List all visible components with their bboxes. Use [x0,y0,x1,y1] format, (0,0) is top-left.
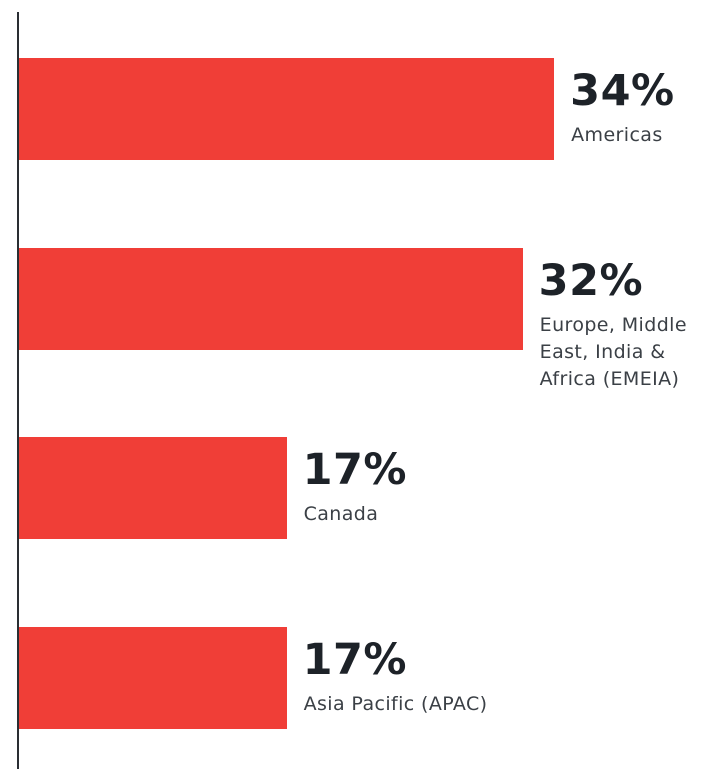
bar [19,58,555,160]
category-label: Canada [303,503,379,525]
value-label: 17% [302,445,408,495]
category-label: Americas [571,124,663,146]
value-label: 34% [570,66,675,116]
category-label: Asia Pacific (APAC) [303,692,488,715]
category-axis-line [17,12,19,769]
bar [19,626,287,729]
value-label: 32% [538,255,644,306]
bar [19,437,287,539]
bar [19,247,523,350]
value-label: 17% [302,634,408,685]
category-label: Europe, Middle East, India & Africa (EME… [539,313,687,390]
